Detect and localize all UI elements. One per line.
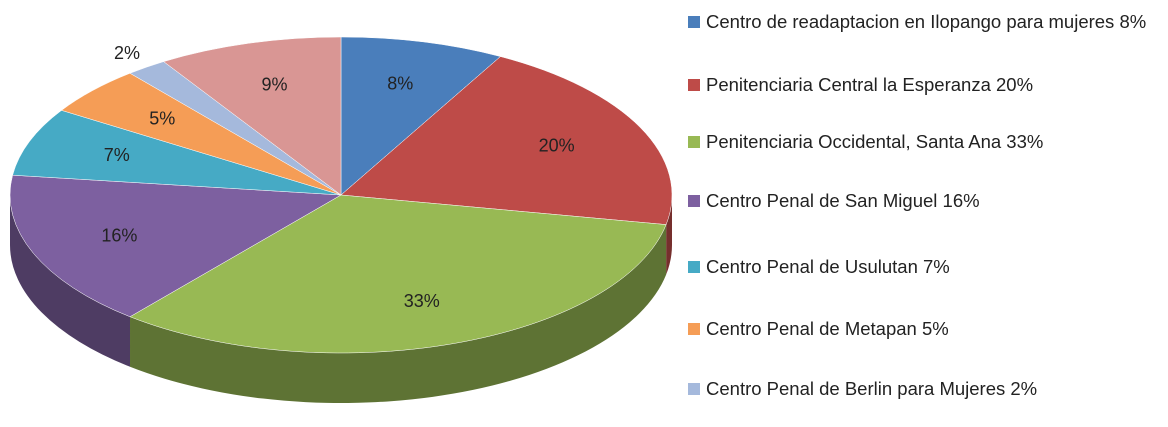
legend-entry: Penitenciaria Occidental, Santa Ana 33% — [688, 128, 1164, 155]
legend-entry: Centro Penal de Metapan 5% — [688, 315, 1164, 342]
legend-label: Centro Penal de Berlin para Mujeres 2% — [706, 378, 1038, 399]
legend-swatch — [688, 16, 700, 28]
data-label: 16% — [101, 226, 137, 246]
data-label: 9% — [262, 75, 288, 95]
slice — [163, 36, 342, 196]
legend-entry: Centro Penal de Usulutan 7% — [688, 253, 1164, 280]
data-label: 8% — [387, 74, 413, 94]
slice-side — [666, 195, 672, 275]
slice-side — [130, 224, 667, 404]
legend-label: Centro Penal de Metapan 5% — [706, 318, 949, 339]
data-label: 7% — [104, 145, 130, 165]
legend-entry: Penitenciaria Central la Esperanza 20% — [688, 71, 1164, 98]
legend-entry: Centro Penal de Berlin para Mujeres 2% — [688, 375, 1164, 402]
slice — [12, 110, 342, 196]
legend-swatch — [688, 79, 700, 91]
legend-swatch — [688, 323, 700, 335]
legend-label: Centro Penal de Usulutan 7% — [706, 256, 950, 277]
legend-swatch — [688, 261, 700, 273]
data-label: 20% — [539, 135, 575, 155]
legend-label: Centro de readaptacion en Ilopango para … — [706, 11, 1147, 32]
legend-swatch — [688, 383, 700, 395]
pie-area: 8% 20% 33% 16% 7% 5% 2% 9% — [9, 36, 673, 404]
slice-side — [10, 195, 131, 367]
legend-entry: Centro de readaptacion en Ilopango para … — [688, 8, 1164, 35]
legend-swatch — [688, 195, 700, 207]
slice — [9, 174, 342, 318]
legend-entry: Centro Penal de San Miguel 16% — [688, 187, 1164, 214]
data-label: 33% — [404, 291, 440, 311]
slice — [340, 56, 673, 225]
legend-label: Penitenciaria Central la Esperanza 20% — [706, 74, 1034, 95]
legend-label: Penitenciaria Occidental, Santa Ana 33% — [706, 131, 1044, 152]
slice — [129, 194, 667, 354]
data-label: 5% — [149, 109, 175, 129]
slice — [340, 36, 501, 196]
data-label: 2% — [114, 43, 140, 63]
legend-swatch — [688, 136, 700, 148]
legend-label: Centro Penal de San Miguel 16% — [706, 190, 980, 211]
